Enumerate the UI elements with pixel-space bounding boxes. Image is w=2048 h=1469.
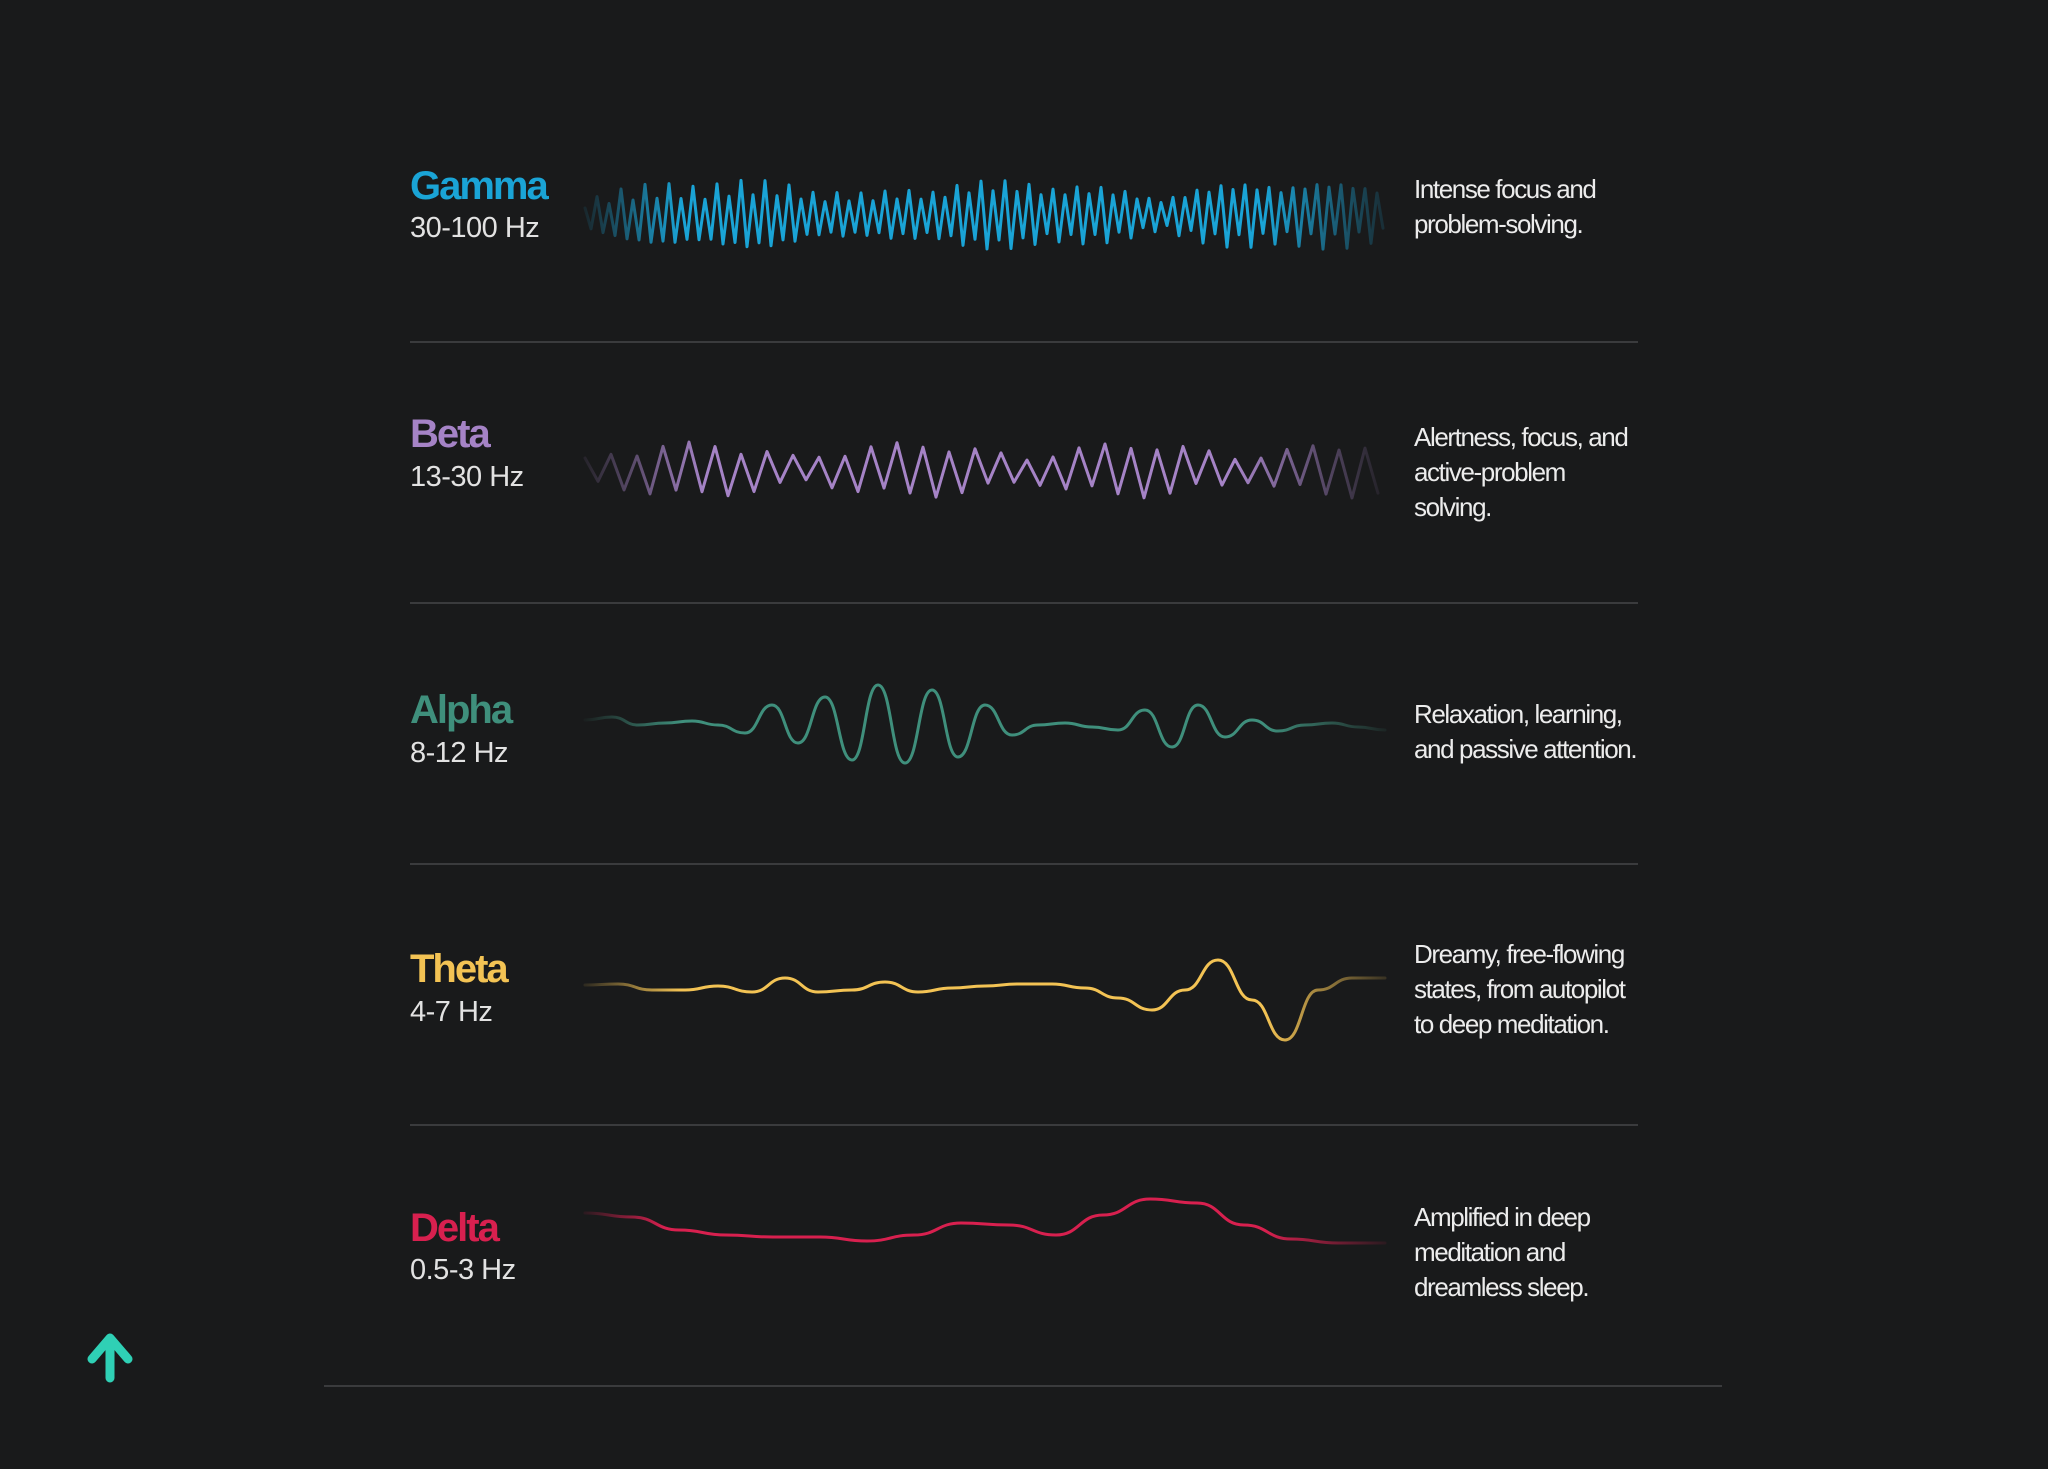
divider <box>410 602 1638 604</box>
band-row-theta: Theta 4-7 Hz Dreamy, free-flowing states… <box>0 0 2048 1042</box>
band-name-delta: Delta <box>410 1206 500 1250</box>
divider <box>324 1385 1722 1387</box>
band-range-gamma: 30-100 Hz <box>410 212 540 244</box>
description-line: solving. <box>1414 492 1492 522</box>
band-description-gamma: Intense focus and problem-solving. <box>1414 172 1597 242</box>
divider <box>410 863 1638 865</box>
band-description-beta: Alertness, focus, and active-problem sol… <box>1414 420 1629 525</box>
divider <box>410 1124 1638 1126</box>
up-arrow-icon <box>87 1333 133 1383</box>
description-line: to deep meditation. <box>1414 1009 1610 1039</box>
band-description-alpha: Relaxation, learning, and passive attent… <box>1414 697 1638 767</box>
description-line: states, from autopilot <box>1414 974 1626 1004</box>
description-line: Alertness, focus, and <box>1414 422 1629 452</box>
wave-beta <box>583 440 1380 500</box>
band-description-delta: Amplified in deep meditation and dreamle… <box>1414 1200 1591 1305</box>
description-line: and passive attention. <box>1414 734 1638 764</box>
wave-gamma <box>583 178 1385 251</box>
band-description-theta: Dreamy, free-flowing states, from autopi… <box>1414 937 1626 1042</box>
description-line: active-problem <box>1414 457 1566 487</box>
band-range-theta: 4-7 Hz <box>410 996 493 1028</box>
band-name-theta: Theta <box>410 947 509 991</box>
wave-delta <box>583 1197 1387 1245</box>
description-line: problem-solving. <box>1414 209 1584 239</box>
band-range-delta: 0.5-3 Hz <box>410 1254 516 1286</box>
band-range-alpha: 8-12 Hz <box>410 737 509 769</box>
description-line: dreamless sleep. <box>1414 1272 1590 1302</box>
band-row-delta: Delta 0.5-3 Hz Amplified in deep meditat… <box>0 0 2048 1302</box>
band-row-beta: Beta 13-30 Hz Alertness, focus, and acti… <box>0 0 2048 522</box>
band-row-alpha: Alpha 8-12 Hz Relaxation, learning, and … <box>0 0 2048 769</box>
band-name-beta: Beta <box>410 412 491 456</box>
description-line: Amplified in deep <box>1414 1202 1591 1232</box>
band-range-beta: 13-30 Hz <box>410 461 524 493</box>
description-line: Dreamy, free-flowing <box>1414 939 1625 969</box>
band-name-alpha: Alpha <box>410 688 513 732</box>
divider <box>410 341 1638 343</box>
wave-theta <box>583 958 1387 1042</box>
band-name-gamma: Gamma <box>410 164 549 208</box>
wave-alpha <box>583 683 1387 765</box>
description-line: Relaxation, learning, <box>1414 699 1623 729</box>
description-line: meditation and <box>1414 1237 1566 1267</box>
description-line: Intense focus and <box>1414 174 1597 204</box>
band-row-gamma: Gamma 30-100 Hz Intense focus and proble… <box>0 0 2048 260</box>
